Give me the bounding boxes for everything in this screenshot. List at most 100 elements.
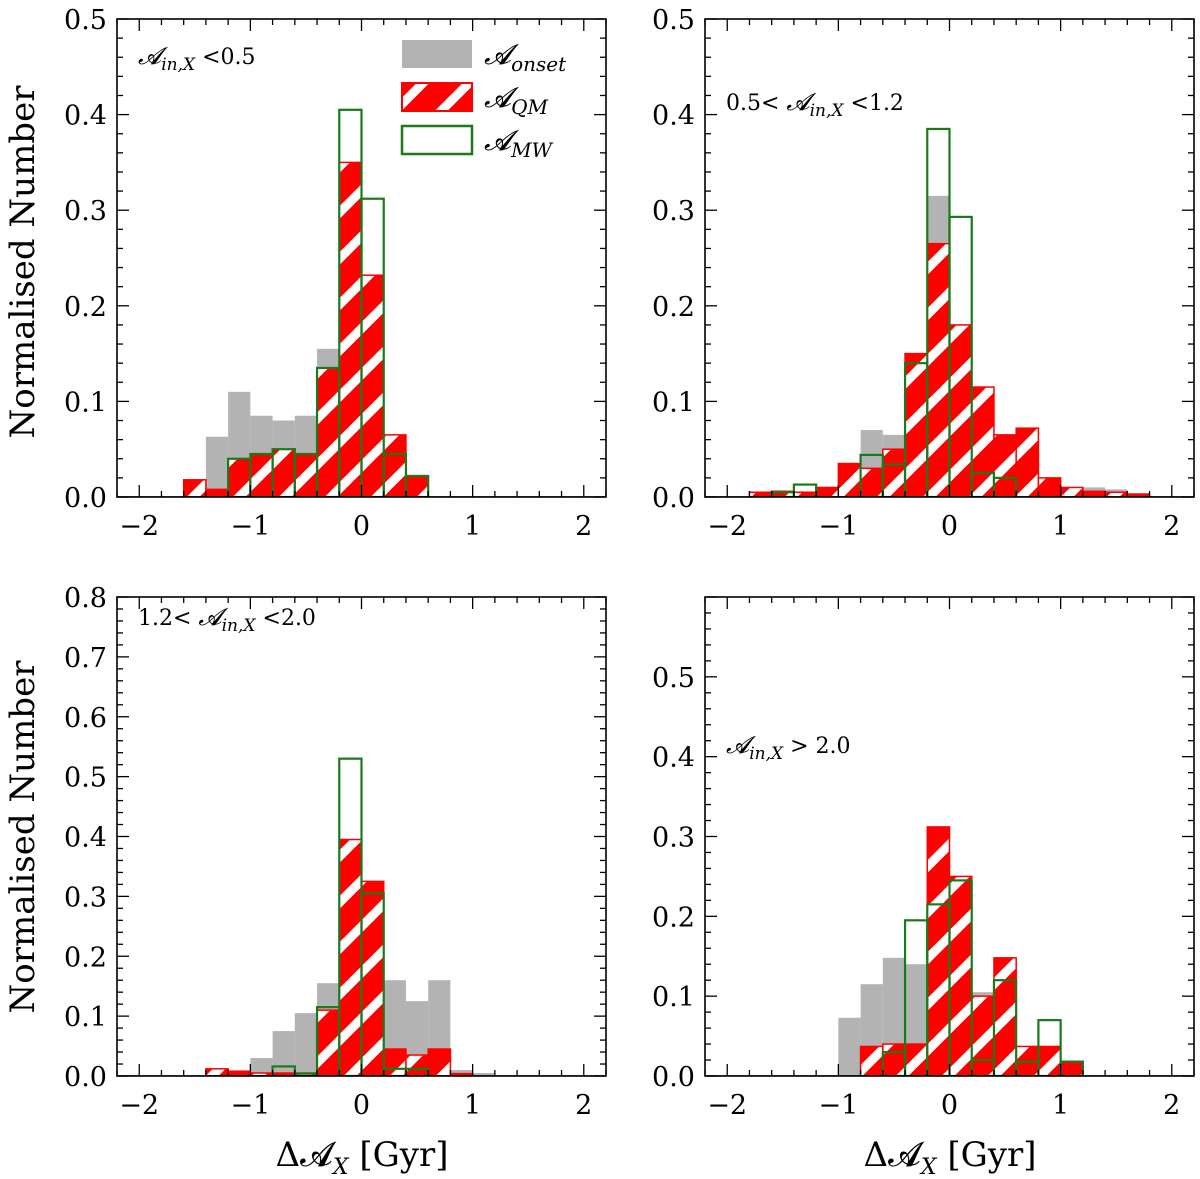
top-right-qm-bar [859,467,884,497]
bottom-left-onset-bar [472,1073,495,1076]
top-left-qm-bar [382,434,407,497]
top-left-plot-area [117,108,606,497]
top-right-x-tick-label: −1 [818,511,858,542]
bottom-right-mw-bar [992,979,1018,1076]
bottom-left-y-tick-label: 0.0 [64,1062,107,1093]
x-axis-title-left-unit: [Gyr] [349,1135,449,1175]
bottom-right-qm-bar [859,1045,884,1076]
bottom-right-annotation: 𝓐in,X > 2.0 [726,731,851,764]
bottom-left-x-tick-label: −2 [119,1090,159,1121]
top-left-x-tick-label: 1 [464,511,481,542]
bottom-left-y-tick-label: 0.7 [64,643,107,674]
bottom-left-y-tick-label: 0.4 [64,823,107,854]
top-right-x-tick-label: 0 [941,511,958,542]
top-right-mw-bar [948,215,973,497]
bottom-left-qm-bar [427,1048,452,1076]
bottom-right-qm-bar [970,995,995,1076]
top-left-qm-bar [227,458,252,497]
top-left-y-tick-label: 0.1 [64,387,107,418]
top-left-x-tick-label: −1 [230,511,270,542]
x-axis-title-right: Δ𝓐X [Gyr] [863,1135,1036,1179]
bottom-left-y-tick-label: 0.8 [64,583,107,614]
top-left-qm-bar [360,274,385,497]
y-axis-title-top: Normalised Number [3,85,43,439]
bottom-right-y-tick-label: 0.0 [652,1062,695,1093]
top-right-plot-area [705,127,1194,497]
bottom-right-qm-bar [882,1043,906,1076]
bottom-left-qm-bar [205,1068,229,1076]
top-left-x-tick-label: −2 [119,511,159,542]
legend-swatch-mw [400,124,474,156]
bottom-right-plot-area [705,826,1194,1076]
x-axis-title-left-sub: X [331,1155,350,1179]
bottom-left-y-tick-label: 0.3 [64,882,107,913]
top-left-qm-bar [182,479,207,497]
top-right-annotation: 0.5< 𝓐in,X <1.2 [726,88,904,121]
bottom-right-y-tick-label: 0.5 [652,663,695,694]
legend-label-mw: 𝓐MW [484,124,554,162]
top-right-qm-bar [948,324,973,497]
bottom-right-qm-bar [1059,1060,1084,1076]
x-axis-title-left: Δ𝓐X [Gyr] [275,1135,448,1179]
top-right-x-tick-label: −2 [707,511,747,542]
bottom-left-onset-bar [250,1058,273,1076]
top-right-y-tick-label: 0.4 [652,101,695,132]
x-axis-title-right-unit: [Gyr] [937,1135,1037,1175]
bottom-right-x-tick-label: −2 [707,1090,747,1121]
top-right-qm-bar [1015,427,1040,497]
bottom-left-plot-area [117,757,606,1076]
bottom-left-x-tick-label: 0 [353,1090,370,1121]
bottom-right-qm-bar [926,826,951,1076]
top-left-annotation: 𝓐in,X <0.5 [138,42,256,75]
top-left-x-tick-label: 0 [353,511,370,542]
top-right-x-tick-label: 2 [1163,511,1180,542]
top-right-qm-bar [837,462,862,497]
x-axis-title-left-main: Δ𝓐 [275,1135,337,1175]
panel-top-left: −2 −1 0 1 2 0.0 0.1 0.2 0.3 0.4 0.5 𝓐in,X <0.5 [64,5,607,542]
top-right-qm-bar [815,486,840,497]
bottom-right-y-tick-label: 0.4 [652,743,695,774]
bottom-right-qm-bar [1037,1045,1062,1076]
panel-bottom-left: −2 −1 0 1 2 0.0 0.1 0.2 0.3 0.4 0.5 0.6 0.7 0.8 1.2< 𝓐… [64,583,607,1121]
top-right-qm-bar [904,352,929,497]
bottom-right-qm-bar [904,1043,929,1076]
bottom-left-qm-bar [382,1048,407,1076]
top-right-y-tick-label: 0.0 [652,483,695,514]
top-left-y-tick-label: 0.3 [64,196,107,227]
bottom-right-y-tick-label: 0.2 [652,902,695,933]
panel-top-right: −2 −1 0 1 2 0.0 0.1 0.2 0.3 0.4 0.5 0.5< 𝓐in,X <1.2 [652,5,1195,542]
top-left-qm-bar [271,448,296,497]
bottom-left-x-tick-label: −1 [230,1090,270,1121]
bottom-right-x-tick-label: −1 [818,1090,858,1121]
bottom-left-y-tick-label: 0.6 [64,703,107,734]
legend-label-onset: 𝓐onset [484,38,567,76]
top-left-qm-bar [338,161,363,497]
top-right-y-tick-label: 0.5 [652,5,695,36]
top-left-y-tick-label: 0.0 [64,483,107,514]
bottom-left-y-tick-label: 0.5 [64,763,107,794]
legend-swatch-onset [402,40,472,68]
x-axis-title-right-main: Δ𝓐 [863,1135,925,1175]
bottom-left-qm-bar [360,880,385,1076]
top-right-qm-bar [1082,490,1106,497]
top-right-qm-bar [1037,477,1062,497]
top-right-y-tick-label: 0.3 [652,196,695,227]
bottom-right-x-tick-label: 1 [1052,1090,1069,1121]
y-axis-title-bottom: Normalised Number [3,660,43,1014]
top-right-qm-bar [1059,486,1084,497]
legend: 𝓐onset 𝓐QM 𝓐MW [400,38,567,162]
top-right-x-tick-label: 1 [1052,511,1069,542]
bottom-left-qm-bar [316,1009,341,1076]
top-left-onset-bar [205,436,229,497]
bottom-left-onset-bar [272,1031,295,1076]
top-right-mw-bar [992,476,1018,497]
bottom-right-x-tick-label: 2 [1163,1090,1180,1121]
bottom-left-annotation: 1.2< 𝓐in,X <2.0 [138,603,316,636]
top-left-y-tick-label: 0.4 [64,101,107,132]
bottom-left-x-tick-label: 1 [464,1090,481,1121]
bottom-right-y-tick-label: 0.1 [652,982,695,1013]
legend-swatch-qm [401,82,473,112]
top-left-qm-bar [249,453,274,497]
bottom-left-qm-bar [338,838,363,1076]
